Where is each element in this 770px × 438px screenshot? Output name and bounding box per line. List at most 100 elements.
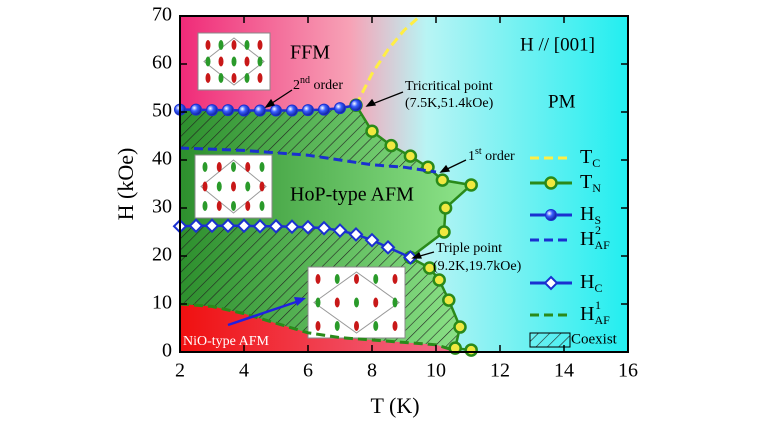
series-line [179,146,437,174]
legend-marker [544,176,558,190]
y-tick-label: 40 [152,148,172,170]
inset-atom [392,297,398,308]
inset-atom [354,297,359,308]
inset-atom [245,162,251,172]
inset-cell [200,159,267,214]
inset-atom [315,274,321,284]
inset-atom [231,40,237,50]
coexist-high [180,105,436,172]
marker [252,218,268,234]
inset-atom [205,56,211,67]
marker [204,218,220,234]
y-tick-label: 0 [162,340,172,362]
marker [286,104,298,117]
legend-coexist-label: Coexist [571,331,618,347]
marker [380,239,396,255]
marker [348,226,364,242]
marker [238,104,250,117]
inset-atom [205,73,211,83]
tricritical-label: Tricritical point [405,79,493,94]
insets [194,32,406,339]
marker [270,104,282,117]
tricritical-coords: (7.5K,51.4kOe) [405,96,494,111]
legend-marker [545,209,557,221]
inset-atom [244,40,250,50]
inset-atom [216,162,222,172]
y-tick-label: 10 [152,292,172,314]
x-tick-label: 2 [175,360,185,382]
nio-label: NiO-type AFM [183,334,270,349]
legend-label: TC [580,146,600,170]
inset-atom [216,181,222,192]
marker [364,232,380,248]
y-tick-label: 30 [152,196,172,218]
triple-coords: (9.2K,19.7kOe) [433,259,522,274]
x-tick-label: 10 [426,360,446,382]
inset-cell [313,271,400,334]
legend-label: HS [580,203,601,227]
marker [188,218,204,234]
inset-atom [218,56,224,67]
inset-atom [334,274,340,284]
marker [222,104,234,117]
inset-atom [202,162,208,172]
marker [384,138,398,153]
marker [442,293,456,307]
legend-marker [543,275,559,291]
y-tick-label: 70 [152,4,172,26]
pm-label: PM [548,91,576,112]
inset-atom [259,162,265,172]
inset-atom [202,181,208,192]
legend-label: HC [580,271,602,295]
triple-label: Triple point [436,241,502,256]
inset-atom [354,321,359,331]
nio-region [180,304,452,352]
marker [220,218,236,234]
marker [464,343,478,357]
x-tick-label: 8 [367,360,377,382]
inset-atom [373,274,379,284]
inset-atom [231,73,237,83]
inset-atom [216,201,222,211]
inset-atom [392,321,398,331]
inset-atom [373,321,379,331]
marker [236,218,252,234]
x-tick-label: 16 [618,360,638,382]
marker [316,220,332,236]
marker [190,103,202,116]
x-axis-label: T (K) [370,393,419,418]
marker [254,104,266,117]
legend-label: HAF [580,228,610,252]
y-axis-label: H (kOe) [113,148,138,221]
inset-atom [373,297,379,308]
annotations: FFM H // [001] PM HoP-type AFM NiO-type … [183,34,595,349]
ffm-label: FFM [290,42,330,64]
marker [435,173,450,187]
marker [332,223,348,238]
inset-atom [205,40,211,50]
y-tick-label: 60 [152,52,172,74]
marker [302,104,314,117]
inset-atom [315,321,321,331]
marker [432,273,446,287]
inset-atom [218,40,224,50]
marker [403,149,418,163]
marker [284,219,300,235]
inset-atom [231,56,237,67]
legend-sup: 2 [595,223,601,237]
inset-atom [334,297,340,308]
inset-atom [259,181,265,192]
marker [334,102,346,115]
inset-atom [231,201,236,211]
inset-atom [315,297,321,308]
nio-arrowhead [294,297,306,306]
second-order-label: 2nd order [293,75,343,93]
marker [350,99,362,112]
pointers [264,89,467,259]
inset-atom [257,56,263,67]
x-tick-label: 12 [490,360,510,382]
marker [453,320,467,334]
inset-atom [231,181,236,192]
